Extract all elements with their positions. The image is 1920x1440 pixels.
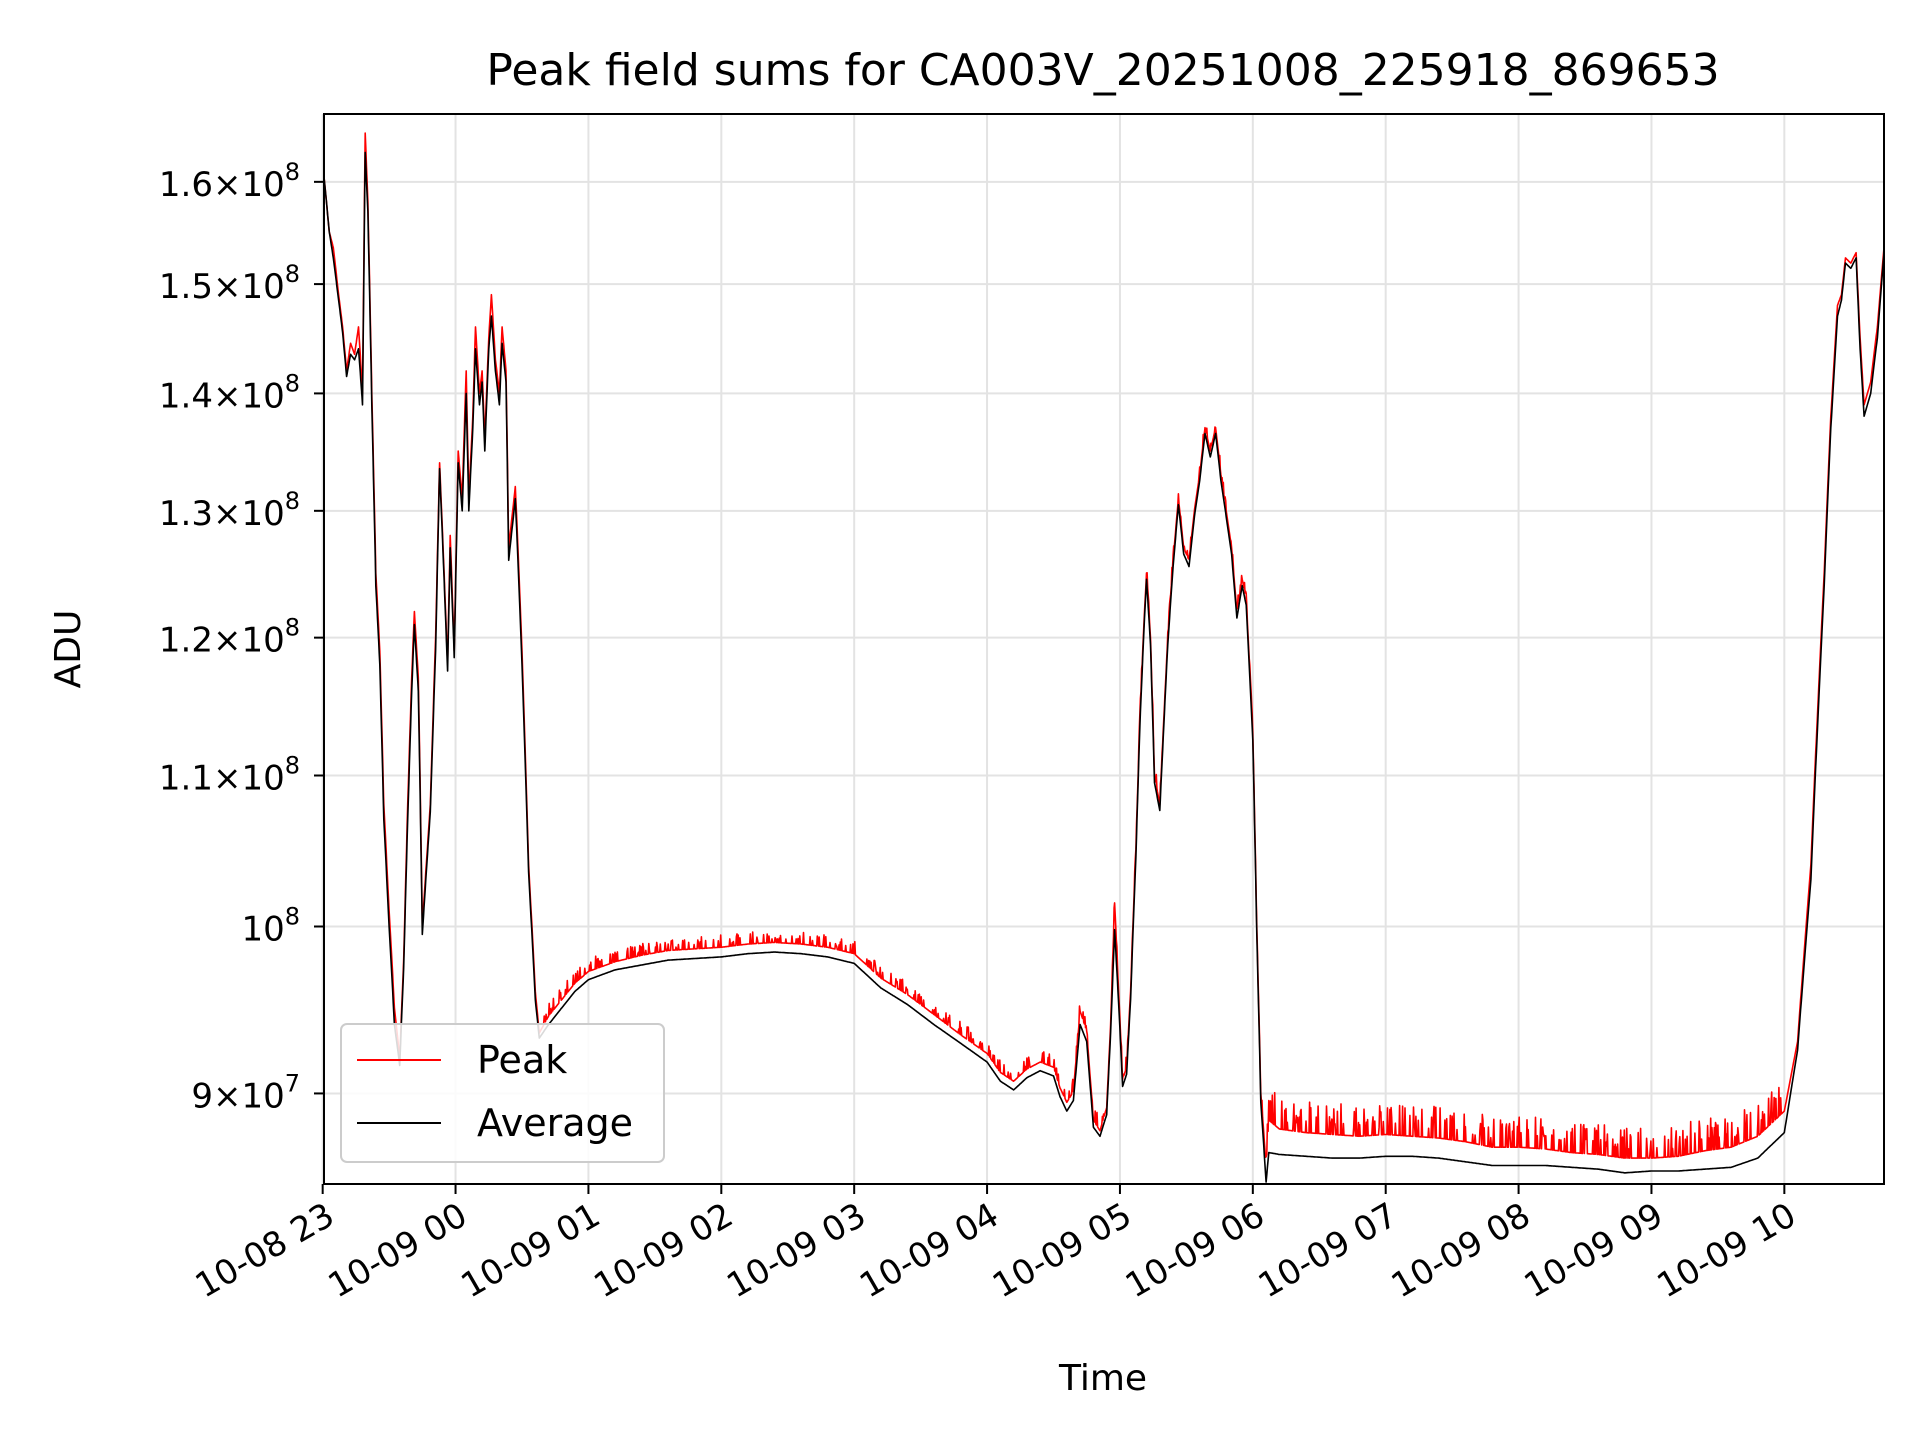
legend: Peak Average bbox=[340, 1023, 665, 1163]
y-tick-label: 108 bbox=[241, 903, 300, 950]
legend-label-average: Average bbox=[477, 1101, 633, 1145]
legend-label-peak: Peak bbox=[477, 1038, 567, 1082]
y-tick-label: 1.4×108 bbox=[159, 369, 300, 416]
y-axis-label: ADU bbox=[48, 610, 89, 689]
chart-title: Peak field sums for CA003V_20251008_2259… bbox=[486, 45, 1719, 96]
plot-frame bbox=[323, 113, 1885, 1185]
y-tick-label: 1.1×108 bbox=[159, 752, 300, 799]
y-tick-label: 1.6×108 bbox=[159, 158, 300, 205]
legend-box bbox=[340, 1023, 665, 1163]
y-tick-label: 1.5×108 bbox=[159, 260, 300, 307]
y-axis: 9×107 108 1.1×108 1.2×108 1.3×108 1.4×108 1.5×… bbox=[159, 158, 324, 1116]
series-line-peak bbox=[324, 132, 1884, 1159]
y-tick-label: 9×107 bbox=[191, 1069, 300, 1116]
series-layer bbox=[324, 132, 1884, 1183]
series-line-average bbox=[324, 151, 1884, 1183]
grid-lines bbox=[321, 114, 1884, 1184]
x-axis-label: Time bbox=[1058, 1358, 1147, 1399]
y-tick-label: 1.3×108 bbox=[159, 487, 300, 534]
y-tick-label: 1.2×108 bbox=[159, 614, 300, 661]
